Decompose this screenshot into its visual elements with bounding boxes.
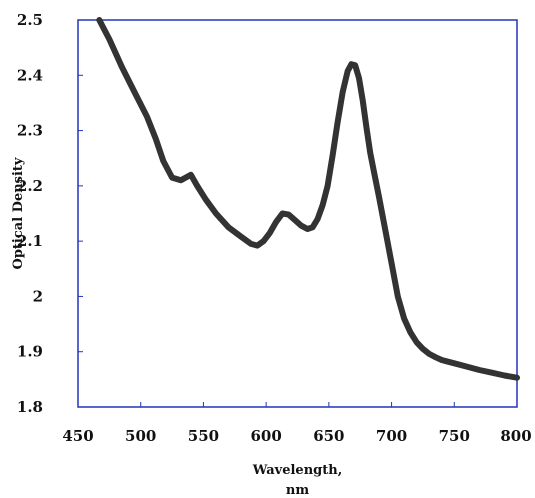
x-tick-label: 800 <box>500 427 531 445</box>
y-axis-title: Optical Density <box>11 157 26 269</box>
x-tick-label: 750 <box>439 427 470 445</box>
x-tick-label: 450 <box>62 427 93 445</box>
x-axis-title: Wavelength, <box>252 463 342 478</box>
x-tick-label: 500 <box>125 427 156 445</box>
y-tick-label: 2.5 <box>17 11 43 29</box>
x-tick-label: 650 <box>313 427 344 445</box>
x-tick-label: 550 <box>188 427 219 445</box>
y-tick-label: 2 <box>33 287 43 305</box>
y-tick-label: 2.4 <box>17 66 43 84</box>
plot-frame <box>77 19 518 408</box>
x-tick-label: 600 <box>250 427 281 445</box>
x-tick-label: 700 <box>376 427 407 445</box>
x-axis-unit: nm <box>286 483 309 498</box>
x-axis: 450 500 550 600 650 700 750 800 <box>62 402 532 445</box>
y-tick-label: 2.3 <box>17 122 43 140</box>
optical-density-curve <box>96 17 520 381</box>
y-tick-label: 2.1 <box>17 232 43 250</box>
y-tick-label: 1.9 <box>17 343 43 361</box>
y-tick-label: 1.8 <box>17 398 43 416</box>
y-tick-label: 2.2 <box>17 177 43 195</box>
y-axis: 1.8 1.9 2 2.1 2.2 2.3 2.4 2.5 <box>17 11 83 416</box>
